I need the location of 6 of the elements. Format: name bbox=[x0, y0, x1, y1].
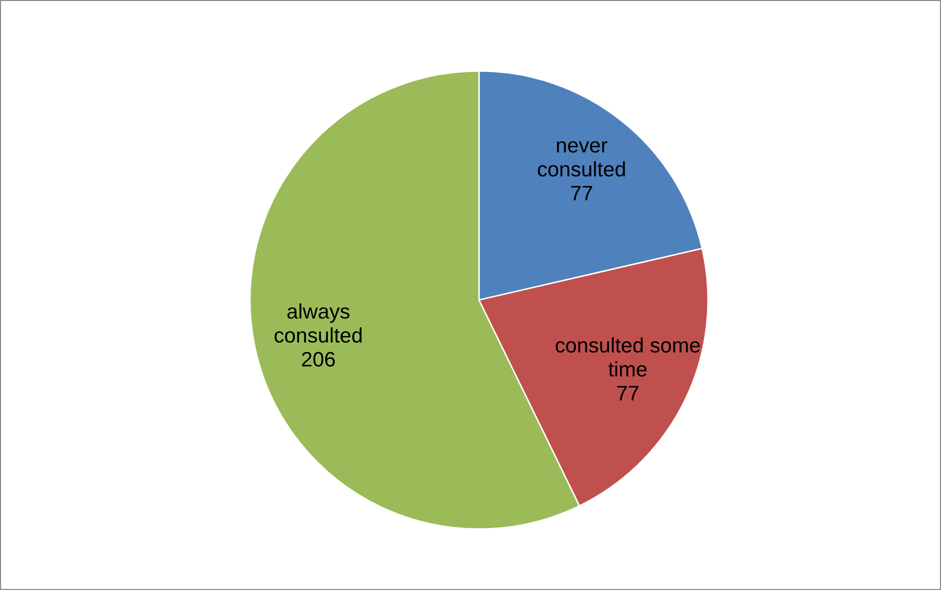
data-label: 77 bbox=[617, 386, 638, 400]
data-label: 206 bbox=[302, 352, 335, 367]
slice-label: always consulted bbox=[274, 303, 362, 343]
data-label: 77 bbox=[571, 186, 592, 200]
slice-label: consulted some time bbox=[556, 337, 700, 377]
slice-label: never consulted bbox=[538, 141, 625, 177]
